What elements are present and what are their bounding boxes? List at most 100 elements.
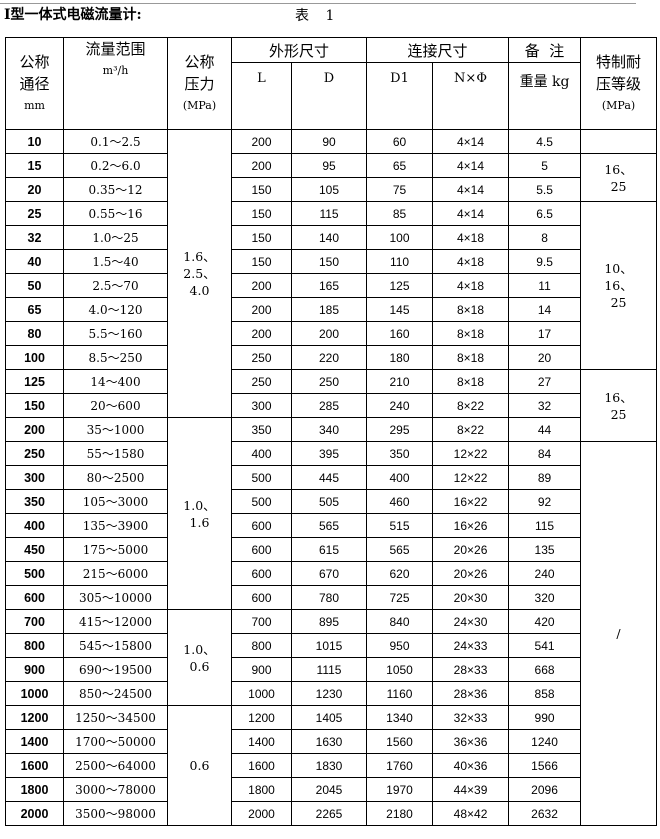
cell-L: 150: [231, 225, 292, 250]
cell-bolt-count-diameter: 12×22: [432, 441, 510, 466]
cell-flow-range: 305～10000: [63, 585, 168, 610]
cell-D1: 1050: [366, 657, 434, 682]
table-row: 800 545～15800 800 1015 950 24×33 541: [5, 633, 657, 658]
cell-bolt-count-diameter: 24×33: [432, 633, 510, 658]
cell-bolt-count-diameter: 48×42: [432, 801, 510, 826]
cell-flow-range: 175～5000: [63, 537, 168, 562]
cell-dn: 2000: [5, 801, 64, 826]
header-pressure: 公称 压力 (MPa): [167, 37, 232, 130]
cell-bolt-count-diameter: 20×30: [432, 585, 510, 610]
cell-bolt-count-diameter: 4×18: [432, 273, 510, 298]
cell-dn: 200: [5, 417, 64, 442]
pressure-value: 1.6、: [183, 249, 216, 264]
cell-dn: 20: [5, 177, 64, 202]
cell-weight: 858: [508, 681, 582, 706]
table-row: 900 690～19500 900 1115 1050 28×33 668: [5, 657, 657, 682]
cell-L: 1600: [231, 753, 292, 778]
cell-D: 1630: [290, 729, 368, 754]
cell-L: 350: [231, 417, 292, 442]
cell-L: 1200: [231, 705, 292, 730]
cell-flow-range: 2.5～70: [63, 273, 168, 298]
cell-D: 780: [290, 585, 368, 610]
cell-D: 250: [290, 369, 368, 394]
cell-L: 600: [231, 561, 292, 586]
cell-D1: 460: [366, 489, 434, 514]
cell-weight: 240: [508, 561, 582, 586]
table-row: 32 1.0～25 150 140 100 4×18 8: [5, 225, 657, 250]
cell-weight: 11: [508, 273, 582, 298]
cell-D1: 350: [366, 441, 434, 466]
cell-weight: 135: [508, 537, 582, 562]
cell-L: 2000: [231, 801, 292, 826]
cell-bolt-count-diameter: 8×22: [432, 417, 510, 442]
table-row: 150 20～600 300 285 240 8×22 32: [5, 393, 657, 418]
cell-flow-range: 1.5～40: [63, 249, 168, 274]
cell-L: 200: [231, 153, 292, 178]
cell-L: 500: [231, 465, 292, 490]
cell-weight: 1240: [508, 729, 582, 754]
table-row: 600 305～10000 600 780 725 20×30 320: [5, 585, 657, 610]
table-row: 40 1.5～40 150 150 110 4×18 9.5: [5, 249, 657, 274]
cell-bolt-count-diameter: 4×14: [432, 201, 510, 226]
cell-D: 395: [290, 441, 368, 466]
cell-dn: 900: [5, 657, 64, 682]
cell-D: 565: [290, 513, 368, 538]
cell-weight: 6.5: [508, 201, 582, 226]
cell-L: 1000: [231, 681, 292, 706]
cell-L: 500: [231, 489, 292, 514]
cell-flow-range: 850～24500: [63, 681, 168, 706]
cell-weight: 32: [508, 393, 582, 418]
cell-L: 600: [231, 585, 292, 610]
cell-weight: 2632: [508, 801, 582, 826]
header-note: 备 注: [508, 37, 582, 63]
special-group: 16、 25: [580, 153, 658, 202]
cell-D: 2045: [290, 777, 368, 802]
special-group: 16、 25: [580, 369, 658, 442]
top-rule: [0, 3, 636, 4]
cell-D: 150: [290, 249, 368, 274]
cell-weight: 1566: [508, 753, 582, 778]
cell-L: 700: [231, 609, 292, 634]
cell-L: 300: [231, 393, 292, 418]
pressure-value: 1.6: [189, 514, 210, 530]
cell-flow-range: 105～3000: [63, 489, 168, 514]
cell-L: 600: [231, 513, 292, 538]
cell-dn: 1200: [5, 705, 64, 730]
cell-dn: 80: [5, 321, 64, 346]
cell-D1: 950: [366, 633, 434, 658]
cell-L: 150: [231, 249, 292, 274]
table-row: 65 4.0～120 200 185 145 8×18 14: [5, 297, 657, 322]
cell-bolt-count-diameter: 40×36: [432, 753, 510, 778]
cell-flow-range: 0.35～12: [63, 177, 168, 202]
cell-dn: 32: [5, 225, 64, 250]
cell-dn: 1800: [5, 777, 64, 802]
cell-D1: 1560: [366, 729, 434, 754]
cell-D: 140: [290, 225, 368, 250]
cell-dn: 1600: [5, 753, 64, 778]
cell-L: 400: [231, 441, 292, 466]
cell-bolt-count-diameter: 28×33: [432, 657, 510, 682]
special-value: 16、: [604, 389, 633, 405]
header-L: L: [231, 62, 292, 130]
table-row: 50 2.5～70 200 165 125 4×18 11: [5, 273, 657, 298]
cell-weight: 89: [508, 465, 582, 490]
cell-bolt-count-diameter: 24×30: [432, 609, 510, 634]
cell-flow-range: 5.5～160: [63, 321, 168, 346]
special-value: 25: [610, 295, 627, 310]
pressure-group: 1.0、 0.6: [167, 609, 232, 706]
cell-bolt-count-diameter: 4×14: [432, 153, 510, 178]
cell-L: 800: [231, 633, 292, 658]
cell-bolt-count-diameter: 8×18: [432, 369, 510, 394]
cell-D1: 210: [366, 369, 434, 394]
cell-D: 1015: [290, 633, 368, 658]
cell-dn: 300: [5, 465, 64, 490]
cell-weight: 2096: [508, 777, 582, 802]
cell-dn: 15: [5, 153, 64, 178]
special-group: /: [580, 441, 658, 826]
cell-weight: 44: [508, 417, 582, 442]
table-row: 1200 1250～34500 0.6 1200 1405 1340 32×33 990: [5, 705, 657, 826]
cell-D: 1830: [290, 753, 368, 778]
special-value: /: [616, 626, 621, 641]
cell-D: 895: [290, 609, 368, 634]
cell-bolt-count-diameter: 8×18: [432, 321, 510, 346]
